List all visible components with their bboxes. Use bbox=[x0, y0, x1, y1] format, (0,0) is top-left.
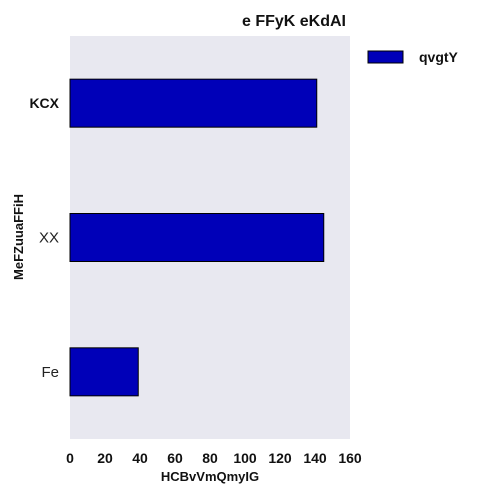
bar-kcx bbox=[69, 78, 318, 128]
bar-fe bbox=[69, 347, 139, 397]
x-tick-labels: 0 20 40 60 80 100 120 140 160 bbox=[66, 450, 362, 466]
y-tick-labels: KCX XX Fe bbox=[29, 95, 59, 381]
y-tick-label: Fe bbox=[41, 364, 59, 381]
y-tick-label: XX bbox=[39, 230, 59, 247]
y-axis-label: MeFZuuaFFiH bbox=[11, 194, 26, 280]
legend-label: qvgtY bbox=[419, 49, 459, 65]
x-tick-label: 20 bbox=[97, 450, 113, 466]
bar-xx bbox=[69, 213, 325, 262]
x-axis-label: HCBvVmQmyIG bbox=[161, 469, 259, 484]
chart-title: e FFyK eKdAI bbox=[242, 13, 346, 30]
x-tick-label: 60 bbox=[167, 450, 183, 466]
x-tick-label: 160 bbox=[338, 450, 362, 466]
x-tick-label: 120 bbox=[268, 450, 292, 466]
legend: qvgtY bbox=[367, 49, 459, 65]
bars bbox=[69, 78, 325, 397]
x-tick-label: 0 bbox=[66, 450, 74, 466]
x-tick-label: 80 bbox=[202, 450, 218, 466]
x-tick-label: 40 bbox=[132, 450, 148, 466]
x-tick-label: 100 bbox=[233, 450, 257, 466]
legend-swatch bbox=[367, 50, 404, 64]
x-tick-label: 140 bbox=[303, 450, 327, 466]
y-tick-label: KCX bbox=[29, 95, 59, 111]
